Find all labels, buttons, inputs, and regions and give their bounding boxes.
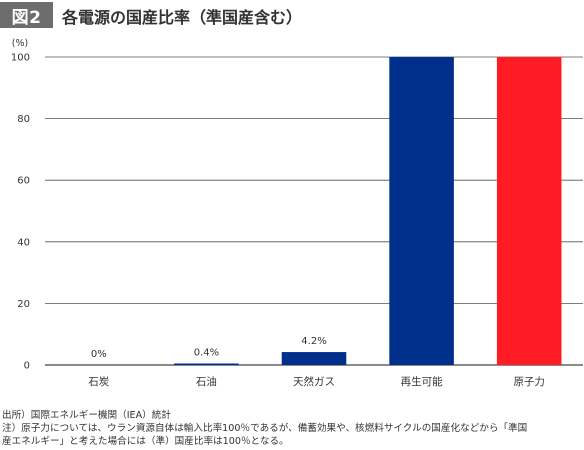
y-tick-label: 60 (17, 176, 30, 187)
bar (389, 57, 454, 365)
bar (174, 363, 239, 365)
y-tick-label: 100 (11, 53, 30, 64)
figure-number-badge: 図2 (0, 2, 53, 28)
annotation-note-line-1: 注）原子力については、ウラン資源自体は輸入比率100％であるが、備蓄効果や、核燃… (2, 423, 528, 434)
figure-notes: 出所）国際エネルギー機関（IEA）統計 注）原子力については、ウラン資源自体は輸… (2, 409, 580, 448)
y-axis-unit-label: (%) (12, 38, 28, 49)
y-axis-ticks: 0 20 40 60 80 100 (11, 53, 30, 372)
y-tick-label: 80 (17, 114, 30, 125)
y-tick-label: 40 (17, 237, 30, 248)
x-tick-label: 石油 (196, 375, 217, 388)
chart-area: (%) 0 20 40 60 80 100 0% 0.4% 4.2% 石炭 石油 天然ガス 再生可能… (0, 30, 584, 400)
x-tick-label: 再生可能 (401, 375, 443, 388)
y-tick-label: 0 (24, 361, 30, 372)
bar-chart: (%) 0 20 40 60 80 100 0% 0.4% 4.2% 石炭 石油 天然ガス 再生可能… (11, 38, 583, 388)
figure-header: 図2 各電源の国産比率（準国産含む） (0, 0, 584, 30)
figure-title: 各電源の国産比率（準国産含む） (62, 8, 303, 27)
x-axis-ticks: 石炭 石油 天然ガス 再生可能 原子力 (88, 375, 545, 388)
x-tick-label: 天然ガス (293, 375, 335, 388)
source-note: 出所）国際エネルギー機関（IEA）統計 (2, 410, 171, 421)
x-tick-label: 原子力 (513, 375, 545, 388)
data-labels: 0% 0.4% 4.2% (91, 336, 327, 360)
bar (281, 352, 347, 365)
bar (496, 57, 562, 365)
data-label: 4.2% (301, 336, 326, 347)
bars (174, 57, 562, 365)
data-label: 0.4% (194, 348, 219, 359)
data-label: 0% (91, 349, 107, 360)
gridlines (45, 56, 583, 366)
annotation-note-line-2: 産エネルギー」と考えた場合には（準）国産比率は100％となる。 (2, 436, 289, 447)
y-tick-label: 20 (17, 299, 30, 310)
x-tick-label: 石炭 (88, 376, 109, 388)
